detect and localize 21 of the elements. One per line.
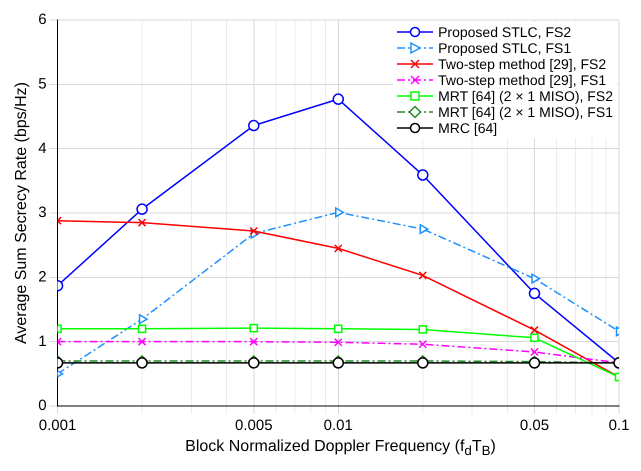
y-tick-label: 1 [38,332,47,350]
y-tick-label: 4 [38,140,47,157]
y-axis-title: Average Sum Secrecy Rate (bps/Hz) [13,82,30,344]
legend-label: Proposed STLC, FS2 [438,24,572,40]
x-axis-title: Block Normalized Doppler Frequency (f$_{d}$T$_{B}$) [184,438,497,458]
y-tick-label: 2 [38,268,47,286]
x-tick-label: 0.001 [38,417,76,434]
legend-label: MRT [64] (2 × 1 MISO), FS2 [438,88,613,104]
legend-label: Proposed STLC, FS1 [438,40,572,56]
x-tick-label: 0.005 [234,417,273,434]
legend-label: MRC [64] [438,120,498,136]
x-tick-label: 0.05 [520,417,550,434]
y-tick-label: 0 [38,397,47,414]
y-tick-label: 5 [38,75,47,92]
x-tick-label: 0.1 [608,417,630,434]
y-tick-label: 3 [38,204,47,222]
x-tick-label: 0.01 [324,417,353,434]
legend-label: Two-step method [29], FS2 [438,56,606,72]
legend-label: Two-step method [29], FS1 [438,72,606,88]
legend-label: MRT [64] (2 × 1 MISO), FS1 [438,104,613,120]
y-tick-label: 6 [38,11,47,28]
